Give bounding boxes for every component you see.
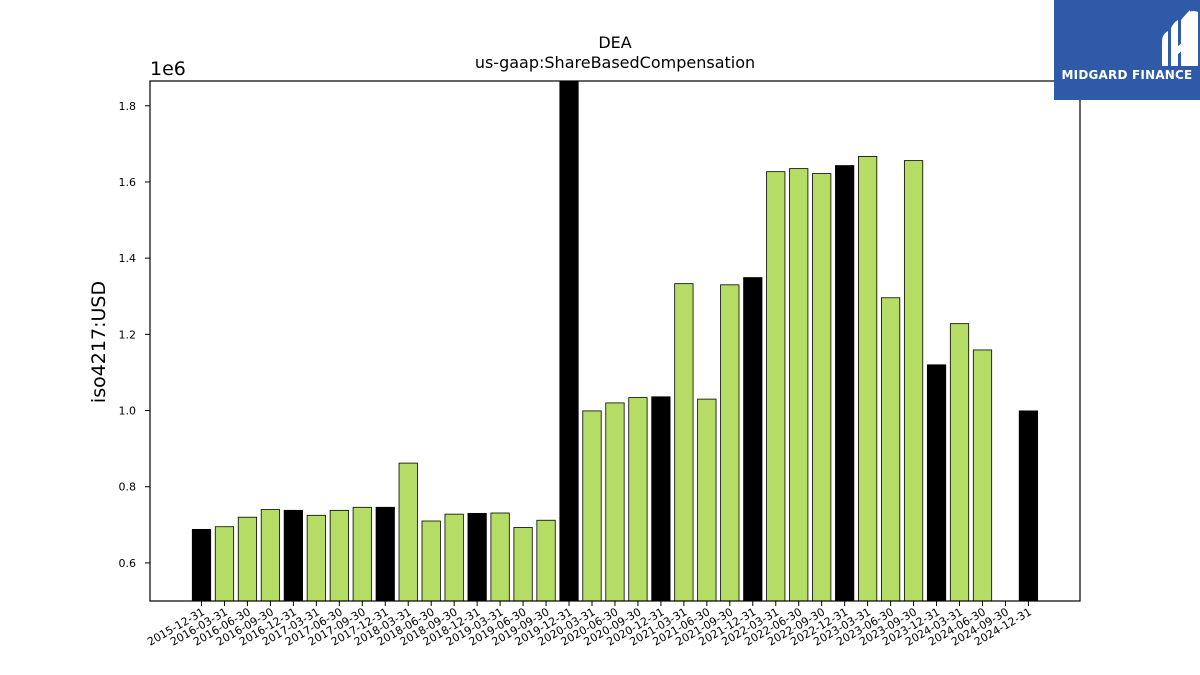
bars-group	[191, 80, 1039, 602]
y-tick-label: 1.0	[119, 405, 137, 418]
bar-2016-09-30	[260, 509, 281, 602]
logo-text: MIDGARD FINANCE	[1061, 68, 1193, 82]
chart-title: DEA	[598, 33, 631, 52]
y-axis-ticks: 0.6 0.8 1.0 1.2 1.4 1.6 1.8	[119, 100, 150, 570]
bar-2024-12-31	[1018, 410, 1039, 602]
bar-2023-12-31	[926, 364, 947, 602]
bar-2023-03-31	[858, 156, 878, 602]
bar-2023-09-30	[903, 160, 924, 602]
bar-2020-12-31	[651, 396, 671, 602]
bar-2021-09-30	[720, 284, 740, 602]
y-tick-label: 0.8	[119, 481, 137, 494]
bar-2021-06-30	[697, 398, 717, 602]
bar-2016-06-30	[237, 516, 258, 602]
bar-2020-06-30	[605, 402, 625, 602]
bar-2022-09-30	[812, 173, 832, 602]
plot-frame	[149, 80, 1081, 602]
bar-2017-06-30	[329, 509, 349, 602]
bar-2019-09-30	[536, 519, 556, 602]
bar-2020-09-30	[628, 397, 648, 602]
bar-2018-06-30	[421, 520, 441, 602]
bar-2022-03-31	[766, 171, 786, 602]
x-axis-ticks: 2015-12-312016-03-312016-06-302016-09-30…	[145, 601, 1034, 649]
bar-2016-03-31	[214, 526, 235, 602]
y-axis-label: iso4217:USD	[88, 281, 110, 403]
y-scale-label: 1e6	[150, 58, 186, 80]
bar-2022-06-30	[789, 168, 809, 602]
bar-2018-09-30	[444, 513, 464, 602]
bar-2017-03-31	[306, 514, 326, 602]
bar-2022-12-31	[835, 165, 855, 602]
bar-2021-12-31	[743, 277, 763, 602]
chart-subtitle: us-gaap:ShareBasedCompensation	[475, 53, 755, 72]
bar-2018-03-31	[398, 462, 418, 602]
bar-2018-12-31	[467, 512, 487, 602]
bar-2021-03-31	[674, 283, 694, 602]
bar-2015-12-31	[191, 528, 212, 602]
y-tick-label: 1.4	[119, 252, 137, 265]
y-tick-label: 1.2	[119, 328, 137, 341]
midgard-finance-logo: MIDGARD FINANCE	[1054, 0, 1200, 100]
bar-2020-03-31	[582, 410, 602, 602]
bar-2024-06-30	[972, 349, 993, 602]
bar-2019-03-31	[490, 512, 510, 602]
y-tick-label: 0.6	[119, 557, 137, 570]
bar-2024-03-31	[949, 323, 970, 602]
bar-2019-06-30	[513, 527, 533, 602]
bar-2016-12-31	[283, 509, 303, 602]
y-tick-label: 1.6	[119, 176, 137, 189]
y-tick-label: 1.8	[119, 100, 137, 113]
midgard-logo-icon	[1162, 10, 1198, 66]
bar-2023-06-30	[881, 297, 901, 602]
bar-2017-12-31	[375, 506, 395, 602]
bar-2017-09-30	[352, 506, 372, 602]
bar-2019-12-31	[559, 80, 579, 602]
